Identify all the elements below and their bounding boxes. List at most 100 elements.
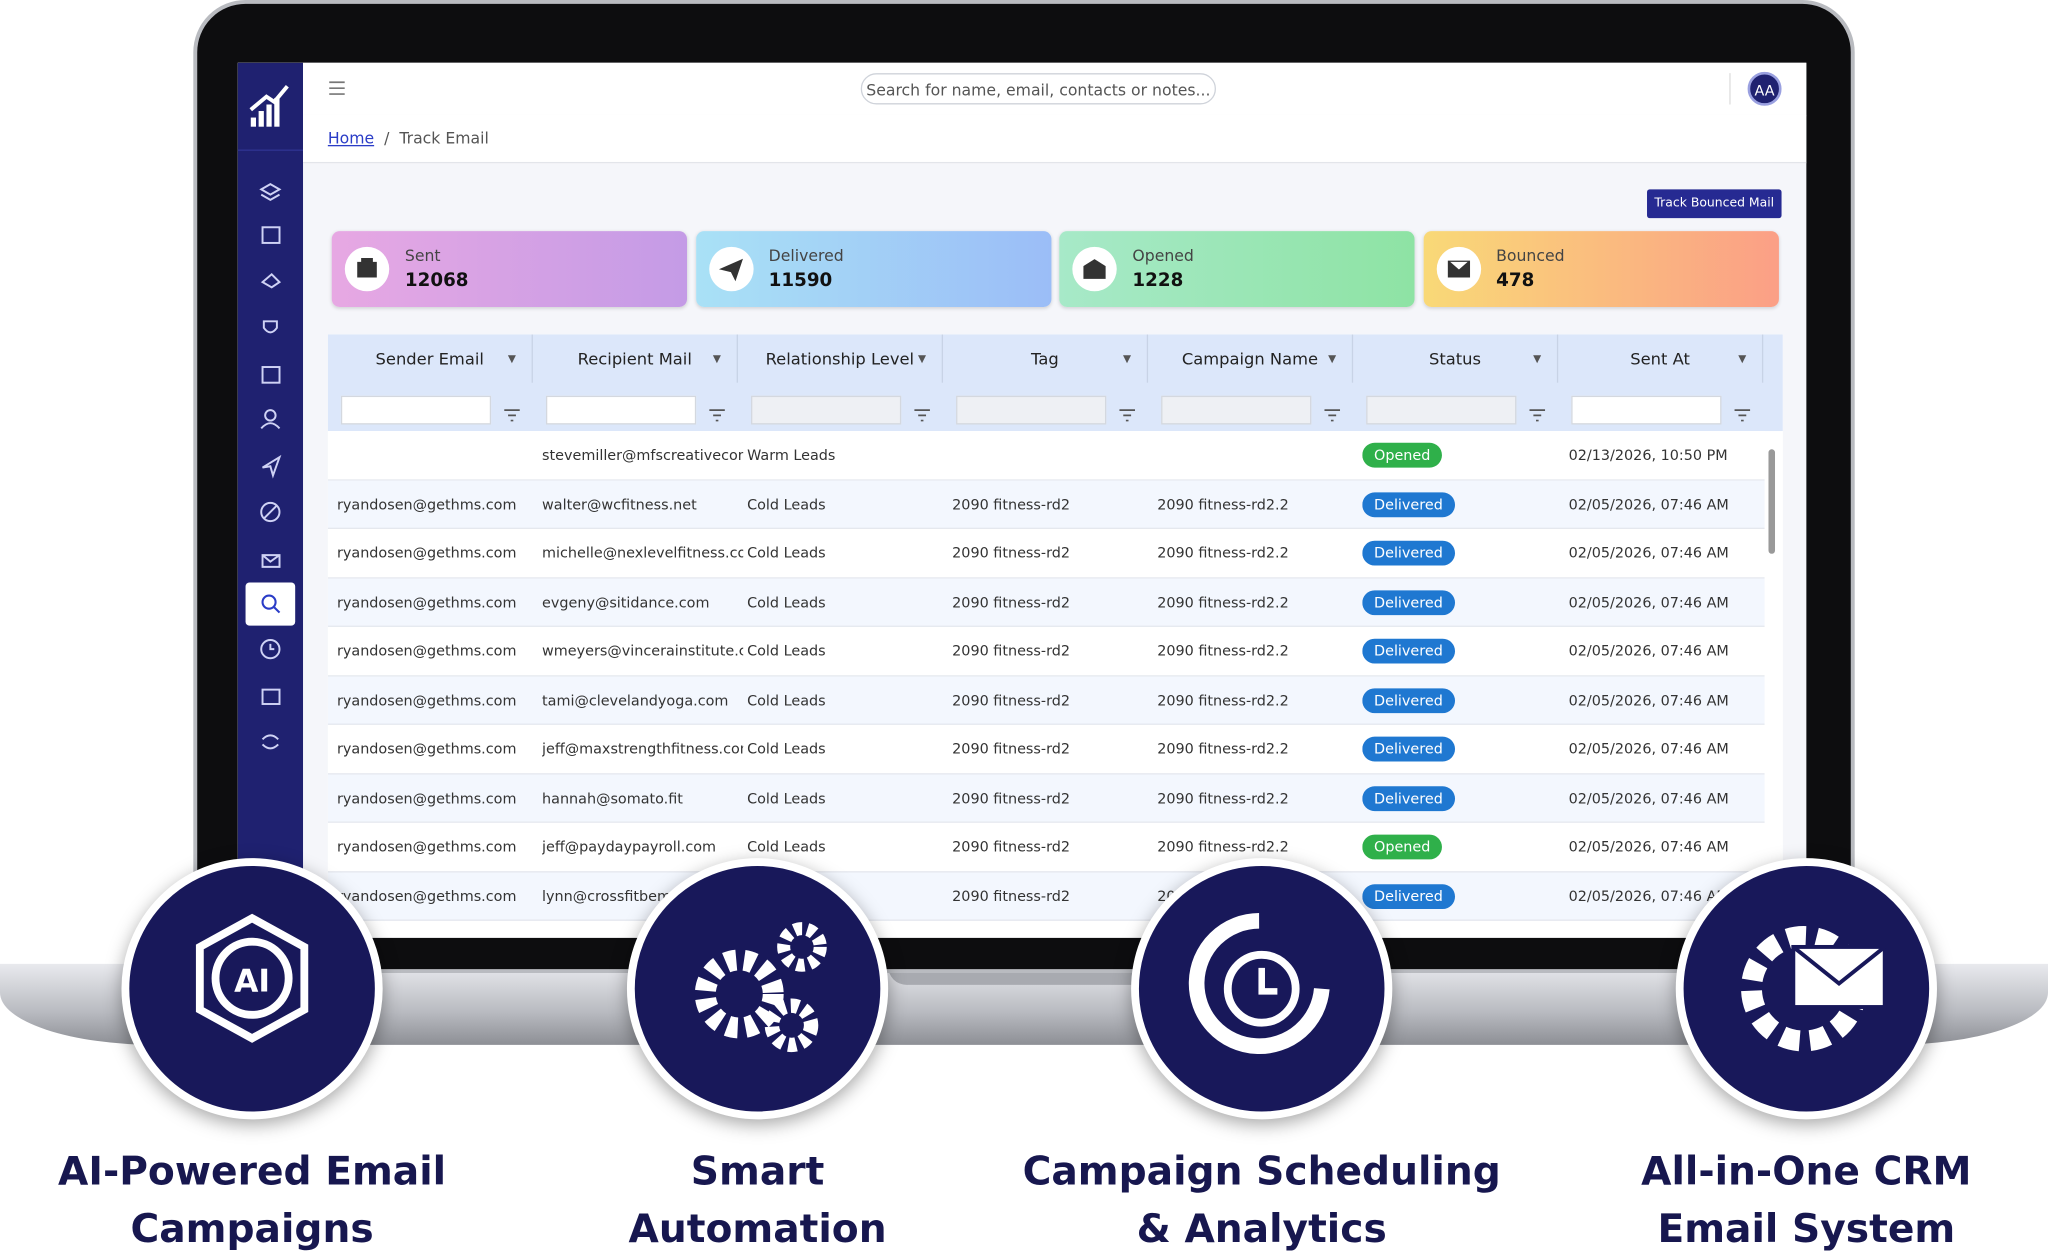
- track-bounced-button[interactable]: Track Bounced Mail: [1647, 189, 1782, 219]
- filter-icon[interactable]: [1119, 402, 1136, 427]
- status-pill: Delivered: [1362, 638, 1455, 664]
- table-cell: Cold Leads: [747, 676, 948, 724]
- table-cell: ryandosen@gethms.com: [337, 480, 538, 528]
- cell-text: 02/05/2026, 07:46 AM: [1568, 593, 1729, 611]
- stat-value: 478: [1496, 270, 1535, 292]
- feature-title-line: AI-Powered Email: [58, 1149, 447, 1196]
- menu-icon[interactable]: [329, 81, 345, 95]
- column-header[interactable]: Tag ▼: [943, 334, 1149, 383]
- filter-icon[interactable]: [914, 402, 930, 427]
- feature-title-line: & Analytics: [1136, 1206, 1387, 1253]
- cell-text: 2090 fitness-rd2.2: [1157, 691, 1289, 709]
- cell-text: Cold Leads: [747, 642, 826, 660]
- filter-icon[interactable]: [1529, 402, 1546, 427]
- cell-text: 02/05/2026, 07:46 AM: [1568, 642, 1729, 660]
- cell-text: ryandosen@gethms.com: [336, 495, 517, 513]
- status-pill: Delivered: [1362, 736, 1455, 762]
- table-cell: ryandosen@gethms.com: [337, 872, 538, 920]
- feature-title: Smart Automation: [483, 1144, 1032, 1259]
- table-cell: 2090 fitness-rd2: [952, 872, 1153, 920]
- stat-card: Opened 1228: [1059, 231, 1415, 307]
- table-cell: 2090 fitness-rd2: [952, 725, 1153, 773]
- table-cell: 02/05/2026, 07:46 AM: [1569, 578, 1765, 626]
- stat-card: Sent 12068: [331, 231, 688, 307]
- status-pill: Delivered: [1362, 589, 1455, 615]
- cell-text: 2090 fitness-rd2: [952, 887, 1070, 905]
- cell-text: Cold Leads: [747, 544, 826, 562]
- feature-title: All-in-One CRM Email System: [1532, 1144, 2048, 1259]
- filter-input[interactable]: [340, 395, 492, 425]
- search-box[interactable]: Search for name, email, contacts or note…: [860, 73, 1216, 105]
- filter-icon[interactable]: [1324, 402, 1341, 427]
- cell-text: 02/05/2026, 07:46 AM: [1568, 740, 1729, 758]
- table-cell: 02/05/2026, 07:46 AM: [1569, 823, 1765, 871]
- email-table: Sender Email ▼ Recipient Mail ▼ Relationship…: [327, 334, 1783, 938]
- feature-title: Campaign Scheduling & Analytics: [987, 1144, 1536, 1259]
- filter-icon[interactable]: [1734, 402, 1751, 427]
- sort-caret: ▼: [1123, 352, 1132, 365]
- filter-input[interactable]: [545, 395, 697, 425]
- column-header[interactable]: Sender Email ▼: [328, 334, 533, 383]
- cell-text: stevemiller@mfscreativeconcep: [542, 446, 743, 464]
- sort-caret: ▼: [917, 352, 927, 365]
- table-cell: 2090 fitness-rd2: [952, 627, 1153, 675]
- breadcrumb-home[interactable]: Home: [327, 129, 375, 148]
- table-cell: [1157, 431, 1358, 479]
- cell-text: 2090 fitness-rd2: [952, 740, 1070, 758]
- filter-input[interactable]: [1366, 395, 1517, 425]
- stat-label: Sent: [404, 246, 441, 266]
- table-cell: jeff@paydaypayroll.com: [542, 823, 743, 871]
- stat-label: Delivered: [768, 246, 844, 266]
- cell-text: 02/05/2026, 07:46 AM: [1568, 887, 1729, 905]
- table-cell: ryandosen@gethms.com: [337, 529, 538, 577]
- filter-input[interactable]: [1161, 395, 1312, 425]
- table-cell: jeff@maxstrengthfitness.com: [542, 725, 743, 773]
- sort-caret: ▼: [712, 352, 721, 365]
- cell-text: Cold Leads: [747, 838, 826, 856]
- column-header[interactable]: Recipient Mail ▼: [533, 334, 738, 383]
- table-cell: Cold Leads: [747, 627, 948, 675]
- filter-input[interactable]: [751, 395, 902, 425]
- filter-icon[interactable]: [504, 402, 520, 427]
- column-header[interactable]: Campaign Name ▼: [1148, 334, 1354, 383]
- column-header[interactable]: Status ▼: [1353, 334, 1559, 383]
- table-cell: Cold Leads: [747, 774, 948, 822]
- filter-glyph: [1119, 409, 1136, 422]
- table-cell: hannah@somato.fit: [542, 774, 743, 822]
- filter-input[interactable]: [956, 395, 1107, 425]
- cell-text: 2090 fitness-rd2.2: [1157, 642, 1289, 660]
- cell-text: 2090 fitness-rd2.2: [1157, 495, 1289, 513]
- cell-text: 02/05/2026, 07:46 AM: [1568, 495, 1729, 513]
- filter-input[interactable]: [1571, 395, 1722, 425]
- breadcrumb: Home / Track Email: [303, 114, 1807, 164]
- screen: Search for name, email, contacts or note…: [237, 62, 1807, 938]
- column-header[interactable]: Relationship Level ▼: [738, 334, 944, 383]
- table-cell: 02/05/2026, 07:46 AM: [1569, 774, 1765, 822]
- cell-text: hannah@somato.fit: [542, 789, 683, 807]
- table-cell: Opened: [1362, 823, 1563, 871]
- top-bar: Search for name, email, contacts or note…: [303, 62, 1807, 117]
- cell-text: Cold Leads: [747, 495, 826, 513]
- table-row: ryandosen@gethms.com michelle@nexlevelfit…: [327, 528, 1765, 578]
- sort-caret: ▼: [1533, 352, 1542, 365]
- status-pill: Opened: [1362, 834, 1443, 860]
- table-cell: 2090 fitness-rd2.2: [1157, 480, 1358, 528]
- column-header[interactable]: Sent At ▼: [1558, 334, 1764, 383]
- table-row: ryandosen@gethms.com jeff@paydaypayroll.c…: [327, 822, 1765, 872]
- table-cell: Warm Leads: [747, 431, 948, 479]
- status-pill: Delivered: [1362, 883, 1455, 909]
- cell-text: tami@clevelandyoga.com: [542, 691, 729, 709]
- feature-glyph: [1741, 926, 1887, 1052]
- table-cell: ryandosen@gethms.com: [337, 578, 538, 626]
- stat-value: 11590: [768, 270, 833, 292]
- table-row: stevemiller@mfscreativeconcepWarm Leads O…: [327, 431, 1765, 480]
- avatar[interactable]: AA: [1747, 71, 1782, 106]
- filter-icon[interactable]: [709, 402, 725, 427]
- status-pill: Opened: [1362, 442, 1443, 468]
- cell-text: lynn@crossfitbemi: [542, 887, 675, 905]
- column-title: Status: [1428, 348, 1482, 369]
- cell-text: walter@wcfitness.net: [542, 495, 697, 513]
- cell-text: michelle@nexlevelfitness.com: [542, 544, 744, 562]
